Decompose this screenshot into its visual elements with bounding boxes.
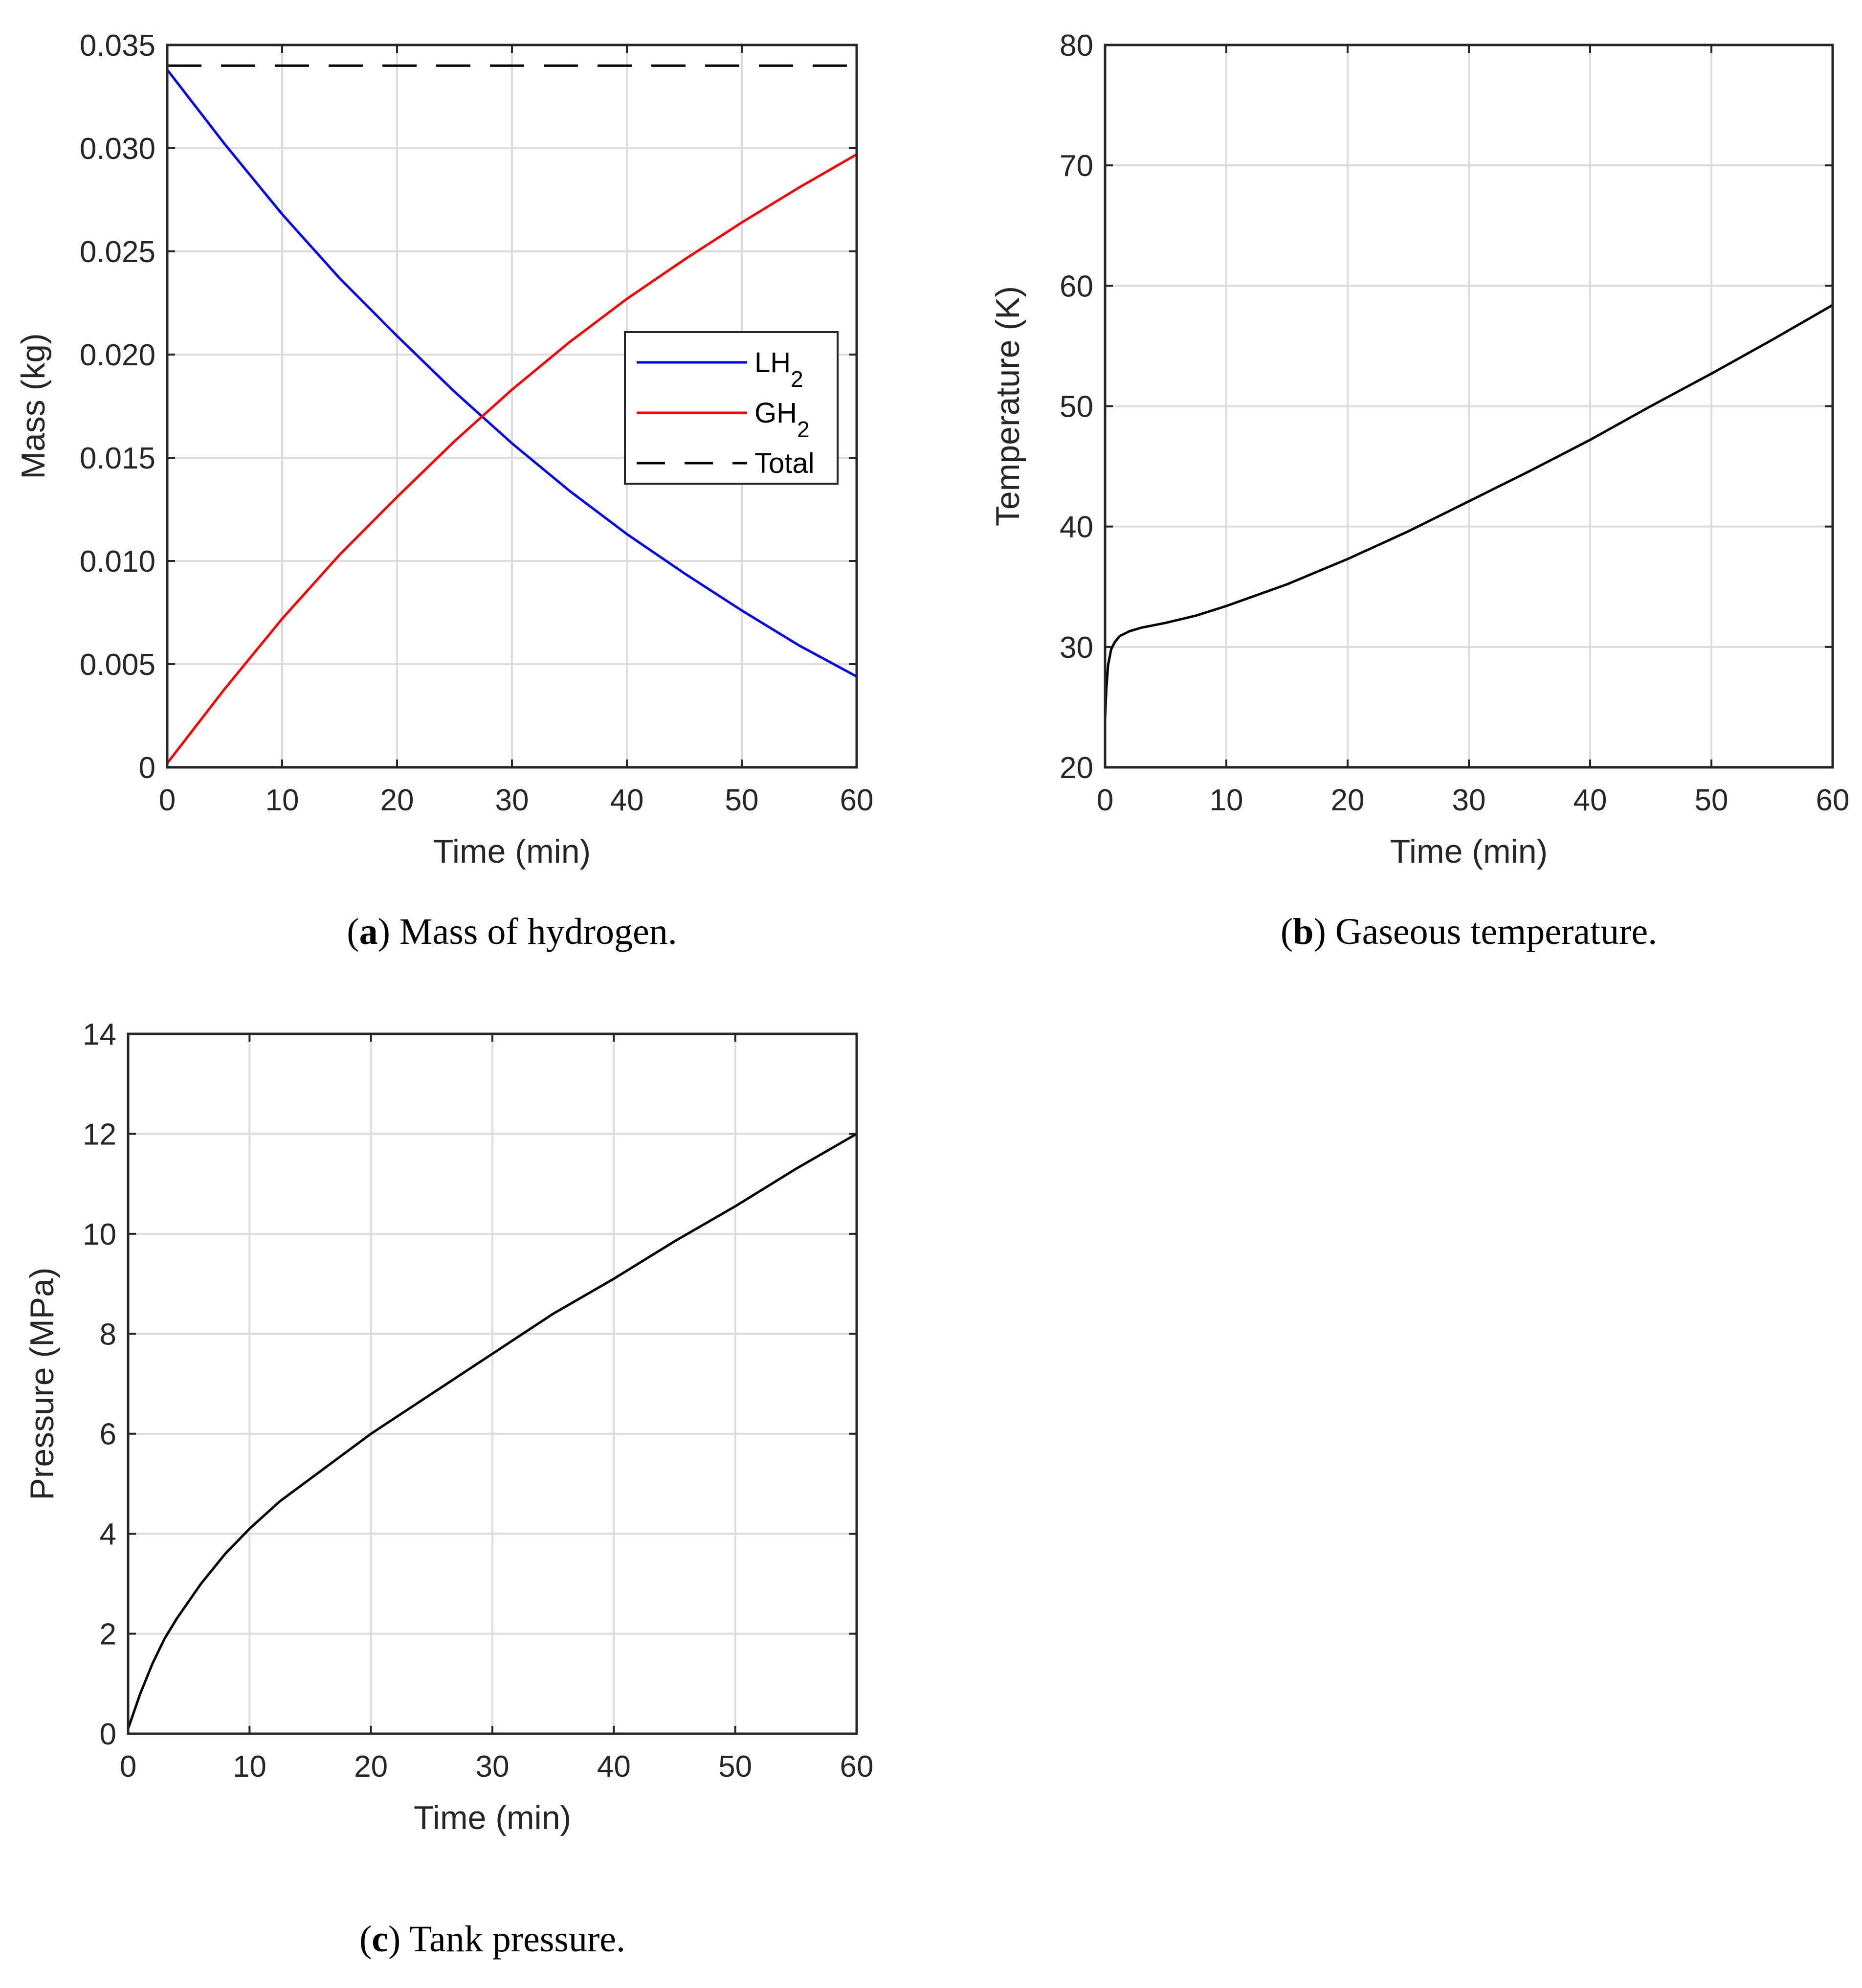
x-axis-label: Time (min) [414, 1799, 571, 1836]
y-tick-label: 6 [100, 1418, 116, 1452]
chart-b: 0 10 20 30 40 50 60 20 30 40 50 60 70 80 Time (min) Tem… [989, 29, 1849, 952]
figure-caption: (b) Gaseous temperature. [1281, 911, 1657, 952]
series-line-lh [167, 69, 857, 678]
chart-c: 0 10 20 30 40 50 60 0 2 4 6 8 10 12 14 Time (min) Pressu… [23, 1018, 873, 1960]
legend-label: Total [754, 447, 815, 479]
y-tick-label: 0.005 [80, 648, 155, 682]
series-line-gh [167, 153, 857, 764]
caption-open: ( [1281, 911, 1293, 952]
x-tick-label: 10 [266, 783, 299, 817]
x-axis-label: Time (min) [1390, 833, 1548, 870]
x-tick-label: 0 [120, 1750, 136, 1784]
legend-label: LH2 [754, 347, 803, 392]
legend-label: GH2 [754, 397, 810, 442]
caption-text: ) Mass of hydrogen. [378, 911, 677, 952]
caption-letter: c [372, 1919, 388, 1960]
x-tick-label: 10 [233, 1750, 266, 1784]
x-tick-label: 40 [1574, 783, 1607, 817]
caption-open: ( [359, 1919, 372, 1960]
caption-letter: b [1293, 911, 1313, 952]
y-tick-label: 4 [100, 1518, 116, 1551]
y-tick-label: 30 [1060, 631, 1093, 665]
y-tick-label: 10 [83, 1218, 116, 1251]
caption-text: ) Gaseous temperature. [1313, 911, 1657, 952]
x-tick-label: 20 [354, 1750, 388, 1784]
x-tick-label: 50 [718, 1750, 752, 1784]
y-tick-label: 0.015 [80, 442, 155, 475]
y-axis-label: Temperature (K) [989, 286, 1026, 526]
legend-subscript: 2 [791, 366, 803, 392]
y-tick-label: 80 [1060, 29, 1093, 63]
x-tick-label: 30 [495, 783, 529, 817]
x-tick-label: 10 [1210, 783, 1243, 817]
plot-area [166, 44, 858, 769]
figure-caption: (c) Tank pressure. [359, 1919, 625, 1960]
y-tick-label: 40 [1060, 511, 1093, 544]
caption-letter: a [359, 911, 378, 952]
y-tick-label: 0.035 [80, 29, 155, 63]
y-tick-label: 0.020 [80, 338, 155, 372]
x-tick-label: 0 [159, 783, 176, 817]
x-tick-label: 40 [610, 783, 644, 817]
series-line-p_tank [128, 1133, 857, 1729]
y-tick-label: 8 [100, 1318, 116, 1351]
plot-area [127, 1032, 858, 1735]
x-tick-label: 20 [380, 783, 414, 817]
plot-area [1104, 44, 1834, 769]
y-tick-label: 50 [1060, 390, 1093, 424]
y-tick-label: 60 [1060, 269, 1093, 303]
x-tick-label: 20 [1331, 783, 1365, 817]
y-tick-label: 0 [139, 751, 155, 785]
x-tick-label: 30 [476, 1750, 510, 1784]
x-tick-label: 30 [1452, 783, 1486, 817]
x-tick-label: 40 [597, 1750, 631, 1784]
x-tick-label: 60 [840, 1750, 874, 1784]
x-axis-label: Time (min) [433, 833, 591, 870]
x-tick-label: 60 [1816, 783, 1850, 817]
y-tick-label: 0.030 [80, 132, 155, 166]
x-tick-label: 60 [840, 783, 874, 817]
y-tick-label: 20 [1060, 751, 1093, 785]
figure-caption: (a) Mass of hydrogen. [347, 911, 677, 952]
caption-text: ) Tank pressure. [388, 1919, 625, 1960]
y-tick-label: 14 [83, 1018, 116, 1051]
legend: LH2 GH2 Total [624, 331, 839, 485]
y-axis-label: Mass (kg) [15, 333, 52, 479]
caption-open: ( [347, 911, 359, 952]
x-tick-label: 50 [725, 783, 759, 817]
y-tick-label: 2 [100, 1618, 116, 1652]
series-line-t_gas [1105, 304, 1833, 719]
chart-a: 0 10 20 30 40 50 60 0 0.005 0.010 0.015 0.020 0.025 0… [15, 29, 873, 952]
y-tick-label: 0 [100, 1718, 116, 1751]
x-tick-label: 0 [1097, 783, 1113, 817]
y-tick-label: 70 [1060, 149, 1093, 183]
y-tick-label: 0.010 [80, 545, 155, 579]
legend-subscript: 2 [797, 417, 810, 442]
y-tick-label: 0.025 [80, 235, 155, 269]
y-tick-label: 12 [83, 1117, 116, 1151]
legend-box [624, 331, 839, 485]
y-axis-label: Pressure (MPa) [23, 1267, 61, 1500]
x-tick-label: 50 [1695, 783, 1729, 817]
